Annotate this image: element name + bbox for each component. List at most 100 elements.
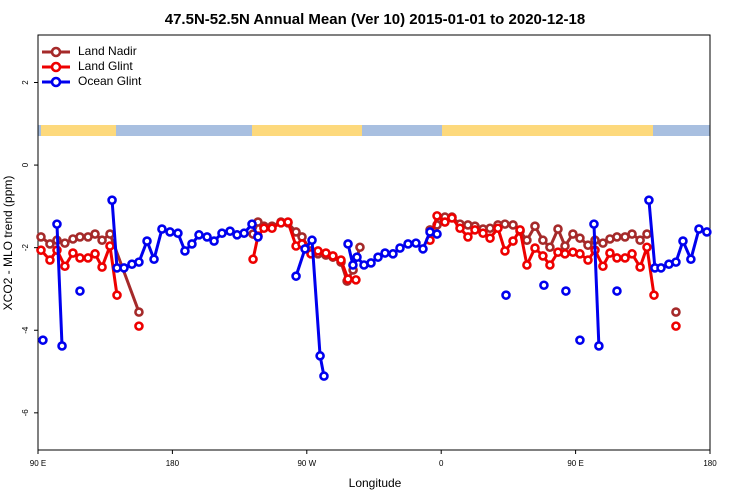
data-point	[105, 229, 115, 239]
data-point	[351, 275, 361, 285]
x-tick-label: 180	[703, 459, 717, 468]
data-point	[538, 235, 548, 246]
data-point	[355, 242, 365, 253]
data-point	[90, 249, 100, 259]
data-point	[57, 341, 67, 351]
data-point	[300, 244, 310, 254]
data-point	[598, 238, 608, 248]
data-point	[267, 223, 277, 234]
data-point	[493, 223, 503, 234]
y-axis-label: XCO2 - MLO trend (ppm)	[1, 176, 15, 311]
data-point	[594, 341, 604, 351]
data-point	[134, 257, 144, 267]
data-point	[635, 235, 645, 246]
data-point	[253, 232, 263, 242]
data-point	[678, 236, 688, 246]
data-point	[388, 249, 398, 259]
data-point	[36, 245, 46, 255]
y-tick-label: 2	[21, 80, 30, 85]
data-point	[411, 238, 421, 248]
legend-label: Land Nadir	[78, 44, 137, 58]
data-point	[671, 257, 681, 267]
data-point	[119, 263, 129, 273]
data-point	[455, 223, 465, 234]
data-point	[202, 232, 212, 242]
data-point	[307, 235, 317, 246]
y-tick-label: -2	[21, 244, 30, 252]
data-point	[83, 253, 93, 263]
data-point	[627, 249, 637, 259]
data-point	[418, 244, 428, 254]
data-point	[642, 242, 652, 253]
data-point	[560, 249, 570, 259]
data-point	[508, 236, 518, 246]
data-point	[60, 238, 70, 248]
data-point	[348, 260, 358, 270]
data-point	[702, 227, 712, 237]
data-point	[671, 321, 681, 331]
data-point	[644, 195, 654, 205]
series-line	[55, 224, 64, 347]
data-point	[395, 243, 405, 253]
data-point	[605, 248, 615, 258]
data-point	[97, 235, 107, 246]
data-point	[336, 255, 346, 265]
data-point	[440, 217, 450, 227]
data-point	[470, 225, 480, 235]
data-point	[635, 262, 645, 272]
legend-marker	[50, 61, 62, 73]
legend-label: Land Glint	[78, 59, 133, 73]
data-point	[530, 221, 540, 231]
data-point	[165, 227, 175, 237]
data-point	[217, 228, 227, 239]
data-point	[530, 243, 540, 253]
data-point	[319, 371, 329, 381]
data-point	[447, 213, 457, 223]
data-point	[508, 220, 518, 230]
data-point	[157, 224, 167, 234]
data-point	[45, 239, 55, 249]
data-point	[500, 246, 510, 256]
data-point	[515, 225, 525, 235]
data-point	[75, 286, 85, 296]
data-point	[553, 224, 563, 234]
data-point	[627, 229, 637, 239]
legend-marker	[50, 76, 62, 88]
data-point	[568, 229, 578, 239]
data-point	[225, 226, 235, 236]
data-point	[68, 248, 78, 258]
data-point	[380, 248, 390, 258]
data-point	[90, 229, 100, 239]
data-point	[485, 233, 495, 243]
data-point	[403, 239, 413, 249]
ocean-band	[116, 125, 252, 136]
data-point	[612, 232, 622, 242]
ocean-band	[38, 125, 41, 136]
data-point	[105, 241, 115, 251]
ocean-band	[653, 125, 710, 136]
data-point	[432, 229, 442, 239]
data-point	[373, 252, 383, 262]
data-point	[283, 217, 293, 227]
data-point	[575, 233, 585, 243]
data-point	[75, 253, 85, 263]
data-point	[642, 229, 652, 239]
x-tick-label: 90 E	[30, 459, 46, 468]
x-axis-label: Longitude	[349, 476, 402, 490]
data-point	[463, 232, 473, 242]
data-point	[343, 274, 353, 284]
data-point	[75, 232, 85, 242]
data-point	[538, 251, 548, 261]
data-point	[612, 253, 622, 263]
data-point	[134, 307, 144, 317]
data-point	[134, 321, 144, 331]
data-point	[485, 223, 495, 234]
data-point	[612, 286, 622, 296]
x-tick-label: 180	[166, 459, 180, 468]
data-point	[180, 246, 190, 256]
data-point	[561, 286, 571, 296]
data-point	[60, 261, 70, 272]
legend-label: Ocean Glint	[78, 74, 142, 88]
data-point	[560, 241, 570, 251]
marks	[36, 195, 712, 381]
